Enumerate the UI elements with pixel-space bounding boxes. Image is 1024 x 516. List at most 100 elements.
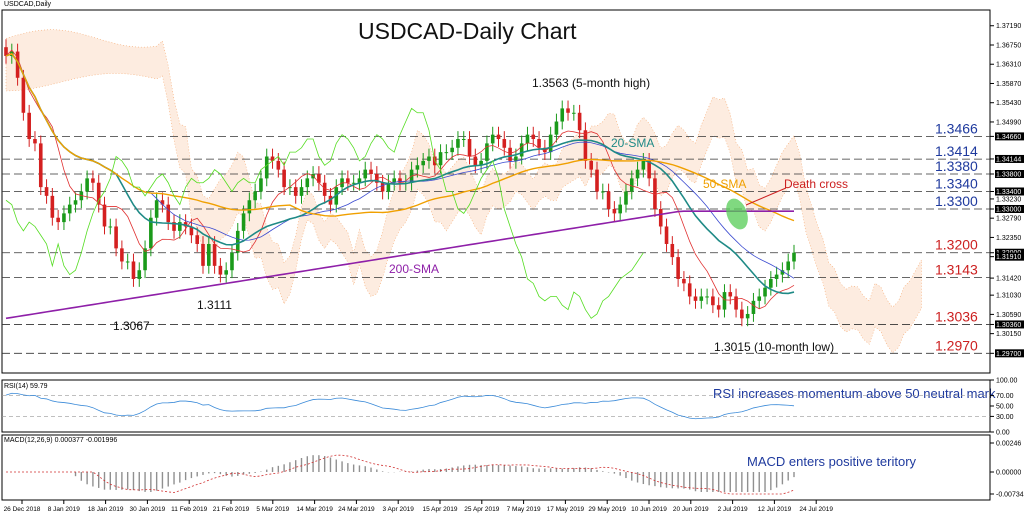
symbol-label: USDCAD,Daily: [4, 1, 52, 8]
candle-body: [131, 261, 136, 279]
candle-body: [386, 182, 391, 192]
candle-body: [456, 139, 460, 148]
candle-body: [183, 222, 188, 227]
candle-body: [392, 178, 397, 183]
candle-body: [322, 182, 327, 196]
annotation-5month-high: 1.3563 (5-month high): [532, 76, 650, 90]
candle-body: [467, 139, 472, 157]
candle-body: [96, 182, 101, 205]
x-tick-label: 15 Apr 2019: [422, 506, 457, 513]
candle-body: [548, 134, 553, 153]
level-label: 1.2970: [935, 337, 978, 353]
annotation-death-cross: Death cross: [784, 177, 848, 191]
candle-body: [293, 187, 298, 196]
x-tick-label: 10 Jun 2019: [631, 506, 667, 513]
candle-body: [508, 147, 512, 161]
rsi-note: RSI increases momentum above 50 neutral …: [713, 386, 996, 401]
candle-body: [224, 270, 228, 275]
candle-body: [682, 278, 686, 284]
candle-body: [537, 139, 541, 148]
annotation-10month-low: 1.3015 (10-month low): [714, 340, 834, 354]
candle-body: [206, 243, 211, 266]
candle-body: [62, 213, 66, 223]
candle-body: [288, 187, 292, 189]
candle-body: [346, 178, 350, 183]
candle-body: [357, 178, 362, 183]
level-label: 1.3300: [935, 193, 978, 209]
candle-body: [114, 226, 118, 249]
rsi-panel-frame: [1, 379, 991, 433]
x-tick-label: 14 Mar 2019: [296, 506, 333, 513]
level-label: 1.3340: [935, 176, 978, 192]
level-label: 1.3414: [935, 143, 978, 159]
candle-body: [560, 108, 565, 122]
candle-body: [241, 213, 246, 231]
candle-body: [195, 235, 200, 244]
candle-body: [763, 287, 767, 297]
y-tick-label: 1.36750: [996, 42, 1021, 49]
sma200-line: [5, 210, 794, 320]
candle-body: [606, 191, 611, 209]
candle-body: [612, 208, 617, 214]
y-tick-label: 1.33230: [996, 196, 1021, 203]
candle-body: [166, 204, 171, 223]
candle-body: [230, 252, 234, 271]
macd-tick-label: 0.00246: [996, 441, 1021, 448]
candle-body: [108, 226, 113, 228]
y-tick-label: 1.34660: [996, 134, 1021, 141]
y-tick-label: 1.31420: [996, 276, 1021, 283]
candle-body: [38, 143, 43, 188]
candle-body: [218, 265, 223, 275]
macd-tick-label: 0.00000: [996, 470, 1021, 477]
x-tick-label: 25 Apr 2019: [464, 506, 499, 513]
x-tick-label: 18 Jan 2019: [88, 506, 124, 513]
candle-body: [780, 270, 785, 275]
candle-body: [21, 77, 26, 113]
candle-body: [745, 313, 750, 319]
candle-body: [415, 165, 420, 170]
candle-body: [496, 134, 501, 140]
y-tick-box: [995, 170, 1024, 179]
x-tick-label: 2 Jul 2019: [718, 506, 748, 513]
x-tick-label: 24 Mar 2019: [338, 506, 375, 513]
label-sma20: 20-SMA: [611, 136, 654, 150]
candle-body: [670, 243, 675, 258]
candle-body: [792, 252, 796, 262]
x-tick-label: 12 Jul 2019: [758, 506, 792, 513]
rsi-header: RSI(14) 59.79: [4, 383, 48, 390]
candle-body: [572, 112, 576, 114]
x-tick-label: 26 Dec 2018: [4, 506, 41, 513]
candle-body: [450, 147, 454, 153]
y-tick-label: 1.36310: [996, 62, 1021, 69]
y-tick-label: 1.34144: [996, 156, 1021, 163]
candle-body: [751, 300, 756, 314]
candle-body: [259, 178, 263, 192]
x-tick-label: 21 Feb 2019: [213, 506, 250, 513]
level-label: 1.3200: [935, 237, 978, 253]
candle-body: [189, 226, 194, 236]
candle-body: [172, 222, 176, 231]
candle-body: [253, 191, 257, 201]
candle-body: [149, 217, 153, 249]
chart-title: USDCAD-Daily Chart: [358, 18, 577, 44]
candle-body: [299, 187, 304, 196]
candle-body: [27, 112, 31, 140]
macd-header: MACD(12,26,9) 0.000377 -0.001996: [4, 437, 118, 444]
candle-body: [143, 248, 147, 271]
candle-body: [44, 187, 49, 196]
candle-body: [91, 178, 95, 183]
candle-body: [595, 169, 599, 192]
x-tick-label: 20 Jun 2019: [673, 506, 709, 513]
y-tick-box: [995, 349, 1024, 358]
y-tick-label: 1.30360: [996, 322, 1021, 329]
candle-body: [566, 108, 570, 113]
y-tick-box: [995, 132, 1024, 141]
candle-body: [711, 296, 715, 306]
candle-body: [160, 200, 165, 205]
y-tick-label: 1.35870: [996, 81, 1021, 88]
chikou-line: [5, 107, 644, 319]
candle-body: [757, 296, 762, 301]
y-tick-label: 1.32350: [996, 235, 1021, 242]
candle-body: [276, 160, 281, 170]
candle-body: [740, 309, 744, 319]
